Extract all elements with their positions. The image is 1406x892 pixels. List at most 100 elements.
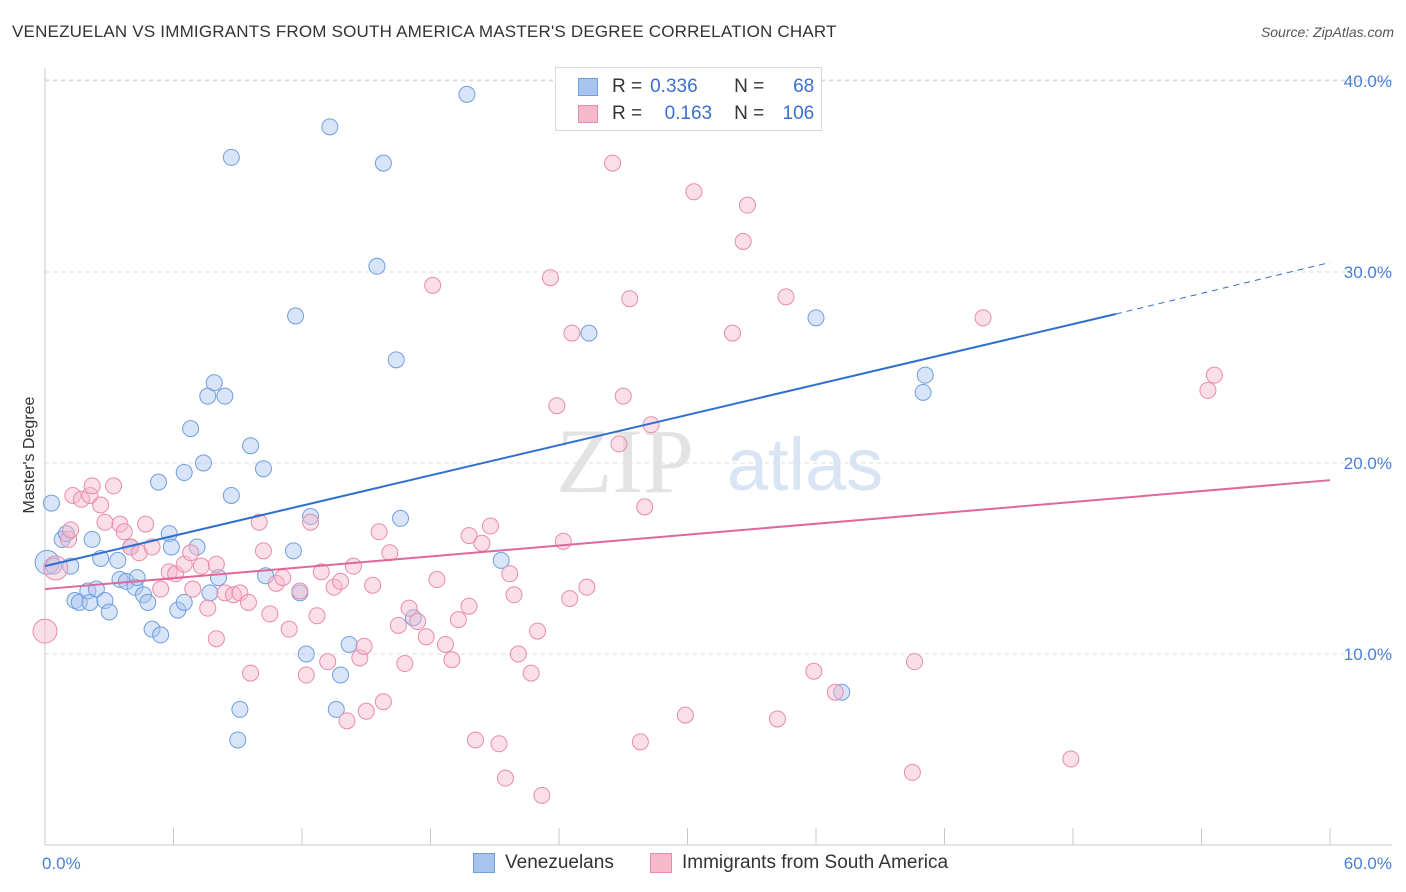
point-immigrants	[554, 532, 572, 550]
point-venezuelans	[492, 551, 510, 569]
point-immigrants	[267, 574, 285, 592]
point-immigrants	[338, 712, 356, 730]
point-immigrants	[325, 578, 343, 596]
point-venezuelans	[201, 584, 219, 602]
point-venezuelans	[66, 592, 84, 610]
point-immigrants	[261, 605, 279, 623]
legend-item-venezuelans: Venezuelans	[473, 852, 614, 874]
tick-labels: 10.0% 20.0% 30.0% 40.0% 0.0% 60.0%	[42, 72, 1392, 873]
point-immigrants	[490, 735, 508, 753]
point-venezuelans	[100, 603, 118, 621]
point-venezuelans	[152, 626, 170, 644]
point-venezuelans	[580, 324, 598, 342]
point-immigrants	[436, 635, 454, 653]
point-immigrants	[105, 477, 123, 495]
point-immigrants	[374, 693, 392, 711]
point-immigrants	[344, 557, 362, 575]
stats-legend: R = 0.336 N = 68 R = 0.163 N = 106	[555, 67, 822, 131]
point-venezuelans	[139, 593, 157, 611]
point-immigrants	[224, 586, 242, 604]
point-venezuelans	[914, 383, 932, 401]
point-immigrants	[389, 616, 407, 634]
point-immigrants	[72, 490, 90, 508]
point-immigrants	[274, 569, 292, 587]
point-venezuelans	[833, 683, 851, 701]
point-venezuelans	[332, 666, 350, 684]
point-immigrants	[777, 288, 795, 306]
point-venezuelans	[162, 538, 180, 556]
r-value: 0.163	[664, 103, 713, 124]
trend-venezuelans	[44, 313, 1117, 568]
point-immigrants	[160, 563, 178, 581]
trend-venezuelans-extension	[1115, 261, 1331, 315]
point-immigrants	[428, 571, 446, 589]
point-venezuelans	[128, 569, 146, 587]
point-immigrants	[254, 542, 272, 560]
point-immigrants	[723, 324, 741, 342]
point-immigrants	[192, 557, 210, 575]
point-immigrants	[1062, 750, 1080, 768]
point-venezuelans	[327, 700, 345, 718]
y-tick-label: 20.0%	[1344, 454, 1392, 473]
point-immigrants	[541, 269, 559, 287]
legend-label-immigrants: Immigrants from South America	[682, 852, 949, 873]
point-venezuelans	[42, 494, 60, 512]
point-immigrants	[460, 597, 478, 615]
point-venezuelans	[143, 620, 161, 638]
point-immigrants	[199, 599, 217, 617]
point-immigrants	[466, 731, 484, 749]
trend-immigrants	[44, 479, 1331, 591]
r-value: 0.336	[650, 76, 698, 97]
point-venezuelans	[96, 592, 114, 610]
point-immigrants	[501, 565, 519, 583]
point-immigrants	[216, 584, 234, 602]
n-value: 106	[782, 103, 815, 124]
point-venezuelans	[216, 387, 234, 405]
y-tick-label: 10.0%	[1344, 645, 1392, 664]
point-venezuelans	[387, 351, 405, 369]
point-immigrants	[231, 584, 249, 602]
source-note: Source: ZipAtlas.com	[1260, 24, 1394, 40]
point-immigrants	[578, 578, 596, 596]
point-venezuelans	[205, 374, 223, 392]
point-venezuelans	[242, 437, 260, 455]
point-immigrants	[561, 590, 579, 608]
point-immigrants	[449, 611, 467, 629]
point-venezuelans	[254, 460, 272, 478]
point-immigrants	[152, 580, 170, 598]
point-immigrants	[62, 521, 80, 539]
legend-row-venezuelans: R = 0.336 N = 68	[578, 75, 814, 99]
point-immigrants	[481, 517, 499, 535]
point-venezuelans	[287, 307, 305, 325]
point-immigrants	[312, 563, 330, 581]
point-venezuelans	[175, 593, 193, 611]
point-immigrants	[604, 154, 622, 172]
point-venezuelans	[188, 538, 206, 556]
point-immigrants	[308, 607, 326, 625]
point-immigrants	[396, 655, 414, 673]
point-immigrants	[496, 769, 514, 787]
point-immigrants	[621, 290, 639, 308]
point-immigrants	[676, 706, 694, 724]
point-venezuelans	[194, 454, 212, 472]
point-immigrants	[734, 232, 752, 250]
point-venezuelans	[284, 542, 302, 560]
point-immigrants	[280, 620, 298, 638]
point-venezuelans	[222, 148, 240, 166]
x-tick-label: 60.0%	[1344, 854, 1392, 873]
point-immigrants	[424, 276, 442, 294]
legend-item-immigrants: Immigrants from South America	[650, 852, 948, 874]
point-immigrants	[631, 733, 649, 751]
point-immigrants	[768, 710, 786, 728]
point-immigrants	[826, 683, 844, 701]
y-tick-label: 40.0%	[1344, 72, 1392, 91]
point-venezuelans	[807, 309, 825, 327]
point-venezuelans	[302, 507, 320, 525]
point-immigrants	[357, 702, 375, 720]
legend-swatch-venezuelans	[578, 78, 598, 96]
point-immigrants	[563, 324, 581, 342]
r-label: R =	[612, 103, 643, 124]
point-immigrants	[505, 586, 523, 604]
point-venezuelans	[340, 635, 358, 653]
